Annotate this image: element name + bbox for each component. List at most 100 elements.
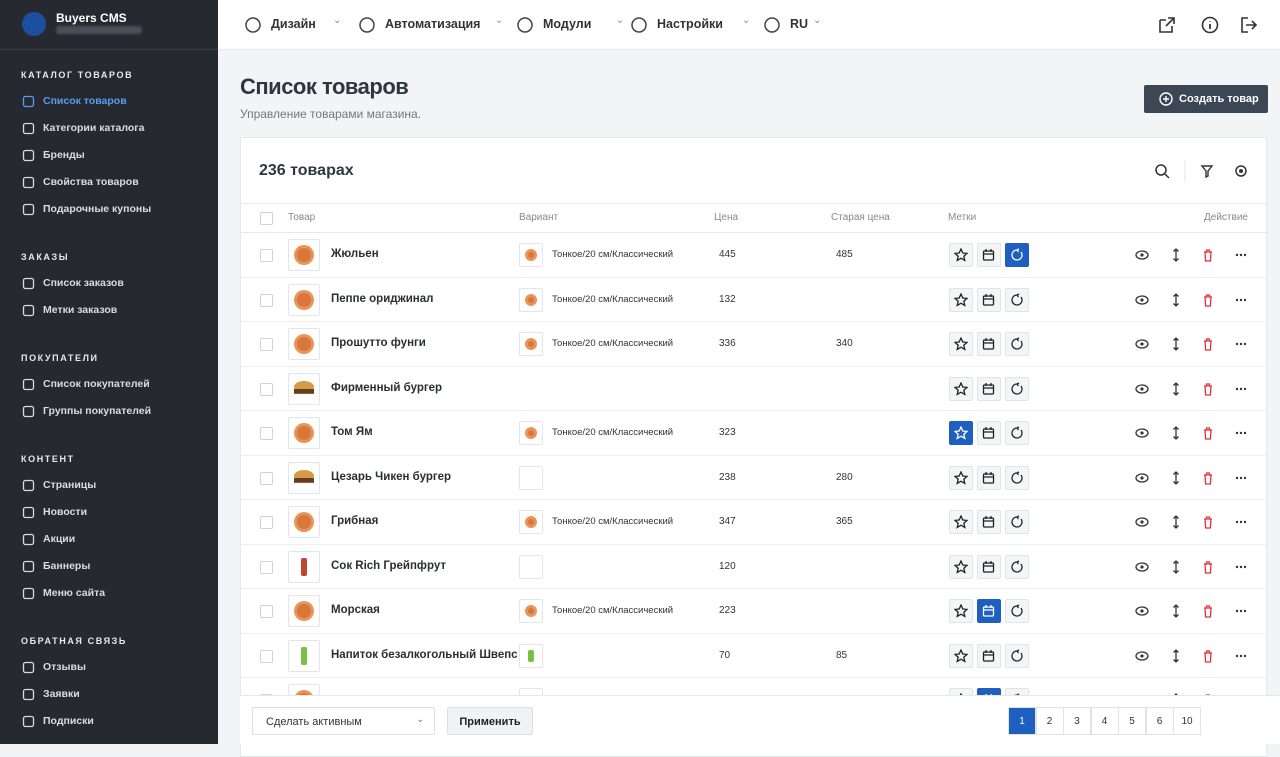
row-action[interactable] (1135, 471, 1149, 490)
row-action[interactable] (1234, 382, 1248, 401)
product-name[interactable]: Напиток безалкогольный Швепс (331, 648, 518, 661)
row-action[interactable] (1135, 515, 1149, 534)
nav-item[interactable]: Заявки (43, 688, 80, 700)
tag-toggle[interactable] (1005, 599, 1029, 623)
tag-toggle[interactable] (1005, 376, 1029, 401)
page-button[interactable]: 2 (1035, 707, 1064, 735)
tag-toggle[interactable] (977, 554, 1001, 579)
tag-toggle[interactable] (977, 287, 1001, 312)
row-action[interactable] (1135, 382, 1149, 401)
tag-toggle[interactable] (949, 376, 973, 401)
row-action[interactable] (1201, 382, 1215, 401)
tag-toggle[interactable] (949, 465, 973, 490)
row-action[interactable] (1169, 426, 1183, 445)
tag-toggle[interactable] (1005, 287, 1029, 312)
row-action[interactable] (1201, 337, 1215, 356)
nav-item[interactable]: Список заказов (43, 277, 124, 289)
page-button[interactable]: 6 (1145, 707, 1174, 735)
row-action[interactable] (1234, 471, 1248, 490)
checkbox[interactable] (260, 249, 273, 262)
tag-toggle[interactable] (949, 421, 973, 445)
tag-toggle[interactable] (1005, 643, 1029, 668)
page-button[interactable]: 1 (1008, 707, 1036, 735)
row-action[interactable] (1169, 604, 1183, 623)
nav-item[interactable]: Баннеры (43, 560, 91, 572)
tag-toggle[interactable] (977, 243, 1001, 267)
apply-button[interactable]: Применить (447, 707, 533, 735)
checkbox[interactable] (260, 471, 273, 485)
nav-item[interactable]: Группы покупателей (43, 405, 152, 417)
checkbox[interactable] (260, 293, 273, 307)
product-name[interactable]: Жюльен (331, 248, 379, 260)
page-button[interactable]: 3 (1063, 707, 1091, 735)
action-select[interactable]: Сделать активным ⌄ (252, 707, 435, 735)
product-name[interactable]: Фирменный бургер (331, 381, 443, 394)
top-nav-item[interactable]: Автоматизация (385, 17, 481, 31)
row-action[interactable] (1169, 515, 1183, 534)
row-action[interactable] (1135, 649, 1149, 668)
row-action[interactable] (1201, 248, 1215, 267)
row-action[interactable] (1201, 604, 1215, 623)
row-action[interactable] (1169, 381, 1183, 401)
top-nav-item[interactable]: Настройки (657, 17, 723, 31)
checkbox[interactable] (260, 560, 273, 574)
nav-item[interactable]: Список покупателей (43, 378, 150, 390)
row-action[interactable] (1234, 248, 1248, 267)
tag-toggle[interactable] (1005, 510, 1029, 534)
tag-toggle[interactable] (1005, 332, 1029, 356)
tag-toggle[interactable] (949, 243, 973, 267)
page-button[interactable]: 4 (1090, 707, 1119, 735)
nav-item[interactable]: Список товаров (43, 95, 127, 107)
row-action[interactable] (1201, 649, 1215, 668)
nav-item[interactable]: Акции (43, 533, 76, 545)
tag-toggle[interactable] (949, 287, 973, 312)
row-action[interactable] (1169, 292, 1183, 312)
tag-toggle[interactable] (949, 510, 973, 534)
nav-item[interactable]: Отзывы (43, 661, 86, 673)
tag-toggle[interactable] (977, 376, 1001, 401)
top-nav-item[interactable]: Модули (543, 17, 592, 31)
nav-item[interactable]: Категории каталога (43, 122, 145, 134)
tag-toggle[interactable] (977, 643, 1001, 668)
tag-toggle[interactable] (1005, 421, 1029, 445)
nav-item[interactable]: Меню сайта (43, 587, 106, 599)
row-action[interactable] (1201, 471, 1215, 490)
nav-item[interactable]: Страницы (43, 479, 97, 491)
tag-toggle[interactable] (949, 332, 973, 356)
nav-item[interactable]: Новости (43, 506, 88, 518)
row-action[interactable] (1135, 604, 1149, 623)
tag-toggle[interactable] (977, 421, 1001, 445)
top-actions[interactable] (1158, 16, 1258, 34)
row-action[interactable] (1135, 293, 1149, 312)
tag-toggle[interactable] (977, 332, 1001, 356)
nav-item[interactable]: Подписки (43, 715, 94, 727)
row-action[interactable] (1169, 648, 1183, 668)
row-action[interactable] (1234, 293, 1248, 312)
row-action[interactable] (1234, 649, 1248, 668)
checkbox[interactable] (260, 516, 273, 529)
tag-toggle[interactable] (977, 465, 1001, 490)
checkbox[interactable] (260, 605, 273, 618)
checkbox[interactable] (260, 338, 273, 351)
row-action[interactable] (1234, 337, 1248, 356)
tag-toggle[interactable] (949, 599, 973, 623)
tag-toggle[interactable] (1005, 465, 1029, 490)
nav-item[interactable]: Свойства товаров (43, 176, 139, 188)
row-action[interactable] (1135, 560, 1149, 579)
row-action[interactable] (1169, 559, 1183, 579)
checkbox[interactable] (260, 649, 273, 663)
top-nav-item[interactable]: Дизайн (271, 17, 316, 31)
row-action[interactable] (1234, 515, 1248, 534)
checkbox[interactable] (260, 212, 273, 225)
product-name[interactable]: Цезарь Чикен бургер (331, 470, 452, 483)
nav-item[interactable]: Подарочные купоны (43, 203, 152, 215)
product-name[interactable]: Прошутто фунги (331, 337, 426, 349)
row-action[interactable] (1135, 337, 1149, 356)
tag-toggle[interactable] (949, 643, 973, 668)
panel-tools[interactable] (1153, 160, 1253, 182)
checkbox[interactable] (260, 382, 273, 396)
row-action[interactable] (1169, 248, 1183, 267)
tag-toggle[interactable] (977, 510, 1001, 534)
row-action[interactable] (1201, 426, 1215, 445)
tag-toggle[interactable] (1005, 554, 1029, 579)
